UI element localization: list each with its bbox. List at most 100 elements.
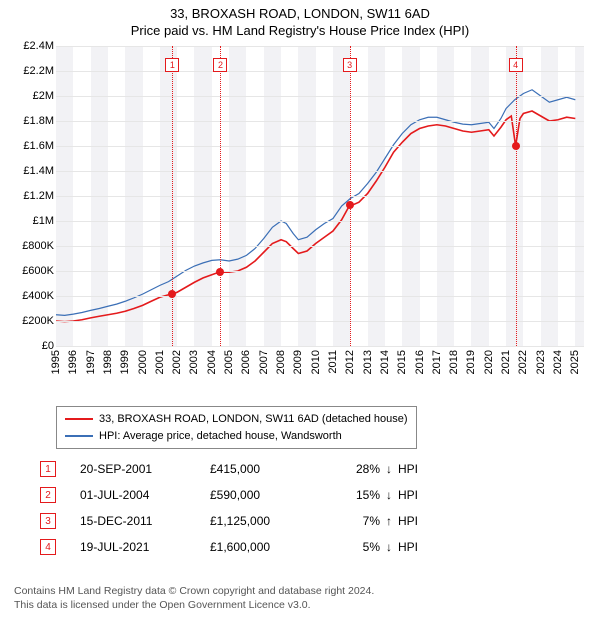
x-axis-label: 2018	[448, 350, 460, 374]
x-axis-label: 2004	[206, 350, 218, 374]
x-axis-label: 1998	[102, 350, 114, 374]
legend-item-price-paid: 33, BROXASH ROAD, LONDON, SW11 6AD (deta…	[65, 411, 408, 428]
event-marker-box: 1	[165, 58, 179, 72]
x-axis-label: 2021	[500, 350, 512, 374]
transaction-row: 315-DEC-2011£1,125,0007%↑HPI	[40, 508, 438, 534]
transaction-index-box: 4	[40, 539, 56, 555]
y-axis-label: £2.2M	[10, 65, 54, 77]
x-axis-label: 2005	[223, 350, 235, 374]
transaction-price: £1,600,000	[210, 540, 330, 554]
gridline	[56, 46, 584, 47]
y-axis-label: £0	[10, 340, 54, 352]
transaction-date: 20-SEP-2001	[80, 462, 210, 476]
gridline	[56, 246, 584, 247]
footer-line-2: This data is licensed under the Open Gov…	[14, 598, 374, 612]
event-dot	[216, 268, 224, 276]
x-axis-label: 2014	[379, 350, 391, 374]
transaction-row: 120-SEP-2001£415,00028%↓HPI	[40, 456, 438, 482]
legend-label-hpi: HPI: Average price, detached house, Wand…	[99, 428, 342, 445]
transaction-pct: 7%	[330, 514, 380, 528]
transaction-date: 19-JUL-2021	[80, 540, 210, 554]
arrow-down-icon: ↓	[380, 462, 398, 476]
arrow-down-icon: ↓	[380, 540, 398, 554]
x-axis-label: 2001	[154, 350, 166, 374]
x-axis-label: 2008	[275, 350, 287, 374]
y-axis-label: £2.4M	[10, 40, 54, 52]
x-axis-label: 2010	[310, 350, 322, 374]
transaction-price: £590,000	[210, 488, 330, 502]
y-axis-label: £1.2M	[10, 190, 54, 202]
legend-swatch-hpi	[65, 435, 93, 437]
y-axis-label: £2M	[10, 90, 54, 102]
event-marker-box: 2	[213, 58, 227, 72]
x-axis-label: 2011	[327, 350, 339, 374]
transaction-row: 201-JUL-2004£590,00015%↓HPI	[40, 482, 438, 508]
x-axis-label: 2015	[396, 350, 408, 374]
y-axis-label: £400K	[10, 290, 54, 302]
event-line	[172, 46, 173, 346]
transaction-row: 4 19-JUL-2021£1,600,0005%↓HPI	[40, 534, 438, 560]
gridline	[56, 146, 584, 147]
transaction-price: £415,000	[210, 462, 330, 476]
transaction-index-box: 1	[40, 461, 56, 477]
transaction-pct: 5%	[330, 540, 380, 554]
chart-title-block: 33, BROXASH ROAD, LONDON, SW11 6AD Price…	[0, 0, 600, 40]
y-axis-label: £1.4M	[10, 165, 54, 177]
x-axis-label: 2020	[483, 350, 495, 374]
gridline	[56, 196, 584, 197]
x-axis-label: 2023	[535, 350, 547, 374]
x-axis-label: 2024	[552, 350, 564, 374]
event-dot	[168, 290, 176, 298]
series-hpi	[56, 90, 575, 316]
event-line	[516, 46, 517, 346]
legend-item-hpi: HPI: Average price, detached house, Wand…	[65, 428, 408, 445]
x-axis-label: 1996	[67, 350, 79, 374]
y-axis-label: £800K	[10, 240, 54, 252]
legend-swatch-price-paid	[65, 418, 93, 420]
gridline	[56, 296, 584, 297]
plot-area: 1234	[56, 46, 584, 346]
transaction-date: 15-DEC-2011	[80, 514, 210, 528]
gridline	[56, 71, 584, 72]
transaction-hpi-label: HPI	[398, 488, 438, 502]
x-axis-label: 2016	[414, 350, 426, 374]
transaction-hpi-label: HPI	[398, 540, 438, 554]
event-marker-box: 3	[343, 58, 357, 72]
transaction-index-box: 3	[40, 513, 56, 529]
y-axis-label: £1.6M	[10, 140, 54, 152]
arrow-up-icon: ↑	[380, 514, 398, 528]
title-line-2: Price paid vs. HM Land Registry's House …	[0, 23, 600, 40]
x-axis-label: 2019	[465, 350, 477, 374]
footer-line-1: Contains HM Land Registry data © Crown c…	[14, 584, 374, 598]
gridline	[56, 321, 584, 322]
transaction-price: £1,125,000	[210, 514, 330, 528]
gridline	[56, 96, 584, 97]
transaction-index-box: 2	[40, 487, 56, 503]
chart: 1234 £0£200K£400K£600K£800K£1M£1.2M£1.4M…	[10, 46, 590, 396]
gridline	[56, 121, 584, 122]
transactions-table: 120-SEP-2001£415,00028%↓HPI201-JUL-2004£…	[40, 456, 438, 560]
y-axis-label: £1.8M	[10, 115, 54, 127]
gridline	[56, 271, 584, 272]
x-axis-label: 2002	[171, 350, 183, 374]
x-axis-label: 2017	[431, 350, 443, 374]
x-axis-label: 2003	[188, 350, 200, 374]
x-axis-label: 2006	[240, 350, 252, 374]
x-axis-label: 1997	[85, 350, 97, 374]
gridline	[56, 346, 584, 347]
footer: Contains HM Land Registry data © Crown c…	[14, 584, 374, 612]
transaction-pct: 28%	[330, 462, 380, 476]
x-axis-label: 2009	[292, 350, 304, 374]
y-axis-label: £1M	[10, 215, 54, 227]
title-line-1: 33, BROXASH ROAD, LONDON, SW11 6AD	[0, 6, 600, 23]
gridline	[56, 171, 584, 172]
y-axis-label: £200K	[10, 315, 54, 327]
event-line	[350, 46, 351, 346]
x-axis-label: 2025	[569, 350, 581, 374]
x-axis-label: 1995	[50, 350, 62, 374]
legend-label-price-paid: 33, BROXASH ROAD, LONDON, SW11 6AD (deta…	[99, 411, 408, 428]
x-axis-label: 2007	[258, 350, 270, 374]
x-axis-label: 1999	[119, 350, 131, 374]
x-axis-label: 2013	[362, 350, 374, 374]
transaction-pct: 15%	[330, 488, 380, 502]
